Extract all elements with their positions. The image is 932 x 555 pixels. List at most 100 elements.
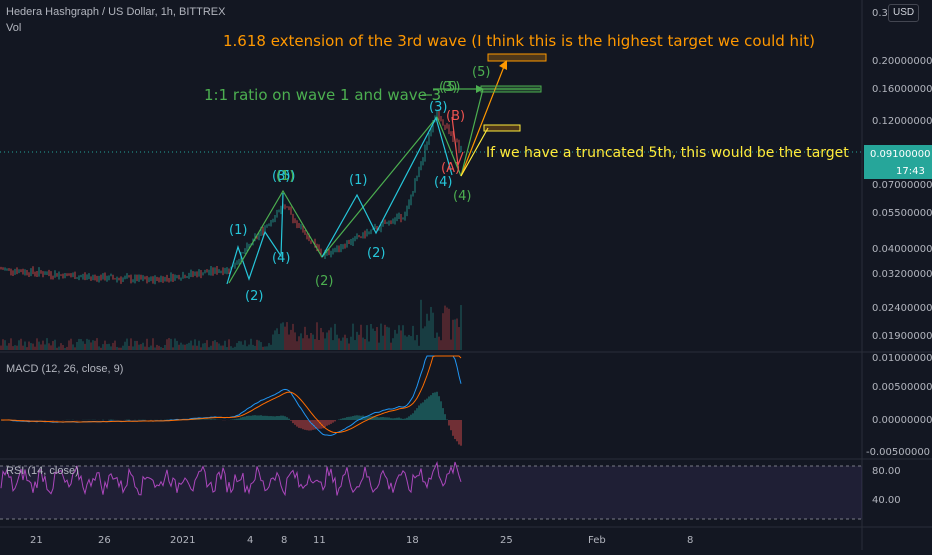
volume-bar	[380, 324, 381, 350]
macd-histogram-bar	[296, 420, 297, 427]
macd-histogram-bar	[400, 418, 401, 420]
macd-histogram-bar	[302, 420, 303, 429]
volume-bar	[110, 346, 111, 350]
volume-bar	[236, 343, 237, 350]
macd-histogram-bar	[402, 419, 403, 420]
volume-bar	[120, 348, 121, 350]
volume-bar	[228, 339, 229, 350]
macd-histogram-bar	[246, 416, 247, 420]
wave-label: (4)	[434, 175, 452, 190]
volume-bar	[84, 344, 85, 350]
macd-histogram-bar	[254, 415, 255, 420]
volume-bar	[64, 348, 65, 350]
volume-bar	[252, 345, 253, 350]
volume-bar	[146, 339, 147, 350]
macd-label[interactable]: MACD (12, 26, close, 9)	[6, 363, 123, 375]
macd-histogram-bar	[392, 418, 393, 420]
volume-bar	[68, 340, 69, 350]
volume-bar	[332, 340, 333, 350]
volume-bar	[164, 345, 165, 350]
macd-histogram-bar	[236, 419, 237, 420]
macd-histogram-bar	[306, 420, 307, 430]
macd-histogram-bar	[28, 420, 29, 421]
macd-histogram-bar	[452, 420, 453, 436]
volume-bar	[268, 343, 269, 350]
volume-bar	[180, 343, 181, 350]
volume-bar	[168, 338, 169, 350]
volume-bar	[160, 347, 161, 350]
price-tick: 0.3	[872, 8, 888, 19]
volume-bar	[54, 340, 55, 350]
volume-bar	[92, 340, 93, 350]
volume-bar	[284, 327, 285, 350]
volume-bar	[140, 344, 141, 350]
macd-histogram-bar	[52, 420, 53, 421]
macd-histogram-bar	[418, 405, 419, 420]
volume-bar	[22, 346, 23, 350]
volume-bar	[238, 341, 239, 350]
volume-bar	[106, 344, 107, 350]
wave-label: (4)	[453, 189, 471, 204]
wave-label: (1)	[276, 169, 294, 184]
volume-bar	[314, 339, 315, 350]
volume-bar	[446, 307, 447, 350]
macd-histogram-bar	[304, 420, 305, 430]
volume-bar	[256, 340, 257, 350]
volume-bar	[66, 347, 67, 350]
volume-bar	[188, 343, 189, 350]
macd-histogram-bar	[268, 416, 269, 420]
currency-button[interactable]: USD	[888, 4, 919, 22]
volume-bar	[82, 341, 83, 350]
macd-histogram-bar	[238, 418, 239, 420]
volume-bar	[34, 347, 35, 350]
macd-histogram-bar	[408, 416, 409, 420]
volume-bar	[412, 326, 413, 350]
volume-bar	[214, 340, 215, 350]
volume-bar	[0, 346, 1, 350]
volume-bar	[154, 347, 155, 350]
volume-bar	[432, 313, 433, 350]
volume-bar	[254, 346, 255, 350]
rsi-label[interactable]: RSI (14, close)	[6, 465, 79, 477]
truncated-target-box	[484, 125, 520, 131]
volume-bar	[170, 339, 171, 350]
volume-bar	[370, 324, 371, 350]
volume-bar	[258, 340, 259, 350]
volume-bar	[224, 341, 225, 350]
volume-bar	[460, 305, 461, 350]
macd-histogram-bar	[448, 420, 449, 426]
volume-label[interactable]: Vol	[6, 22, 21, 34]
volume-bar	[174, 339, 175, 350]
volume-bar	[392, 338, 393, 350]
volume-bar	[30, 343, 31, 350]
volume-bar	[440, 340, 441, 350]
volume-bar	[340, 341, 341, 350]
volume-bar	[452, 320, 453, 350]
time-tick: 25	[500, 535, 513, 546]
wave-label: (2)	[315, 274, 333, 289]
volume-bar	[398, 325, 399, 350]
volume-bar	[424, 326, 425, 350]
extension-note: 1.618 extension of the 3rd wave (I think…	[223, 32, 815, 50]
wave-label: (1)	[349, 173, 367, 188]
volume-bar	[234, 347, 235, 350]
macd-histogram-bar	[266, 416, 267, 420]
macd-histogram-bar	[330, 420, 331, 424]
volume-bar	[346, 338, 347, 350]
volume-bar	[442, 313, 443, 350]
macd-histogram-bar	[240, 417, 241, 420]
volume-bar	[282, 322, 283, 350]
volume-bar	[240, 341, 241, 350]
macd-tick: 0.00000000	[872, 415, 932, 426]
macd-histogram-bar	[324, 420, 325, 427]
volume-bar	[16, 346, 17, 350]
symbol-title[interactable]: Hedera Hashgraph / US Dollar, 1h, BITTRE…	[6, 6, 225, 18]
volume-bar	[248, 345, 249, 350]
time-tick: 8	[687, 535, 693, 546]
time-tick: 11	[313, 535, 326, 546]
macd-histogram-bar	[250, 416, 251, 420]
volume-bar	[416, 335, 417, 350]
volume-bar	[96, 338, 97, 350]
